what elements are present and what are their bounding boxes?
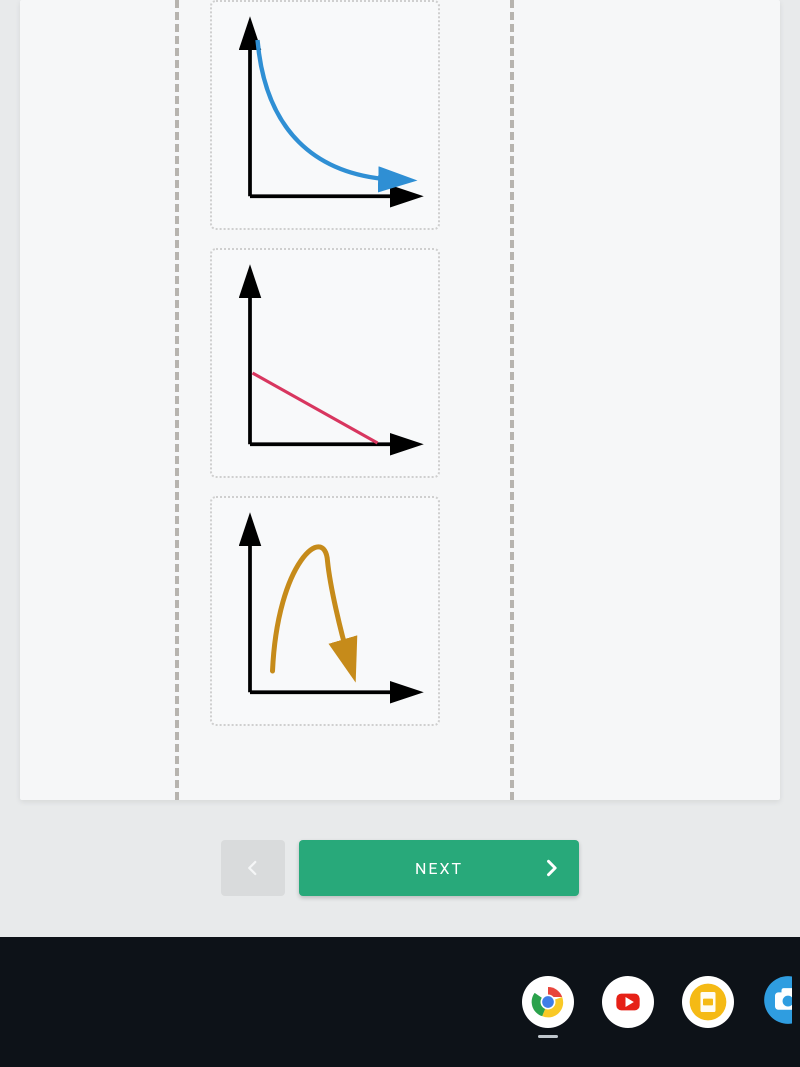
column-divider-right: [510, 0, 514, 800]
chart-linear: [225, 263, 425, 463]
taskbar-icon-camera[interactable]: [762, 974, 792, 1030]
page: NEXT: [0, 0, 800, 1067]
content-card: [20, 0, 780, 800]
chart-inverse: [225, 15, 425, 215]
chart-tile-linear[interactable]: [210, 248, 440, 478]
chevron-right-icon: [541, 858, 561, 878]
camera-icon: [762, 974, 792, 1026]
next-button[interactable]: NEXT: [299, 840, 579, 896]
slides-icon: [688, 982, 728, 1022]
chart-tile-parabola[interactable]: [210, 496, 440, 726]
taskbar-icon-chrome[interactable]: [522, 976, 574, 1028]
chart-tile-column: [210, 0, 460, 726]
taskbar-icon-youtube[interactable]: [602, 976, 654, 1028]
chevron-left-icon: [244, 859, 262, 877]
taskbar: [0, 937, 800, 1067]
next-button-label: NEXT: [299, 859, 579, 878]
taskbar-icon-slides[interactable]: [682, 976, 734, 1028]
chart-parabola: [225, 511, 425, 711]
youtube-icon: [608, 982, 648, 1022]
nav-row: NEXT: [0, 840, 800, 896]
column-divider-left: [175, 0, 179, 800]
chrome-icon: [528, 982, 568, 1022]
chart-tile-inverse[interactable]: [210, 0, 440, 230]
prev-button[interactable]: [221, 840, 285, 896]
